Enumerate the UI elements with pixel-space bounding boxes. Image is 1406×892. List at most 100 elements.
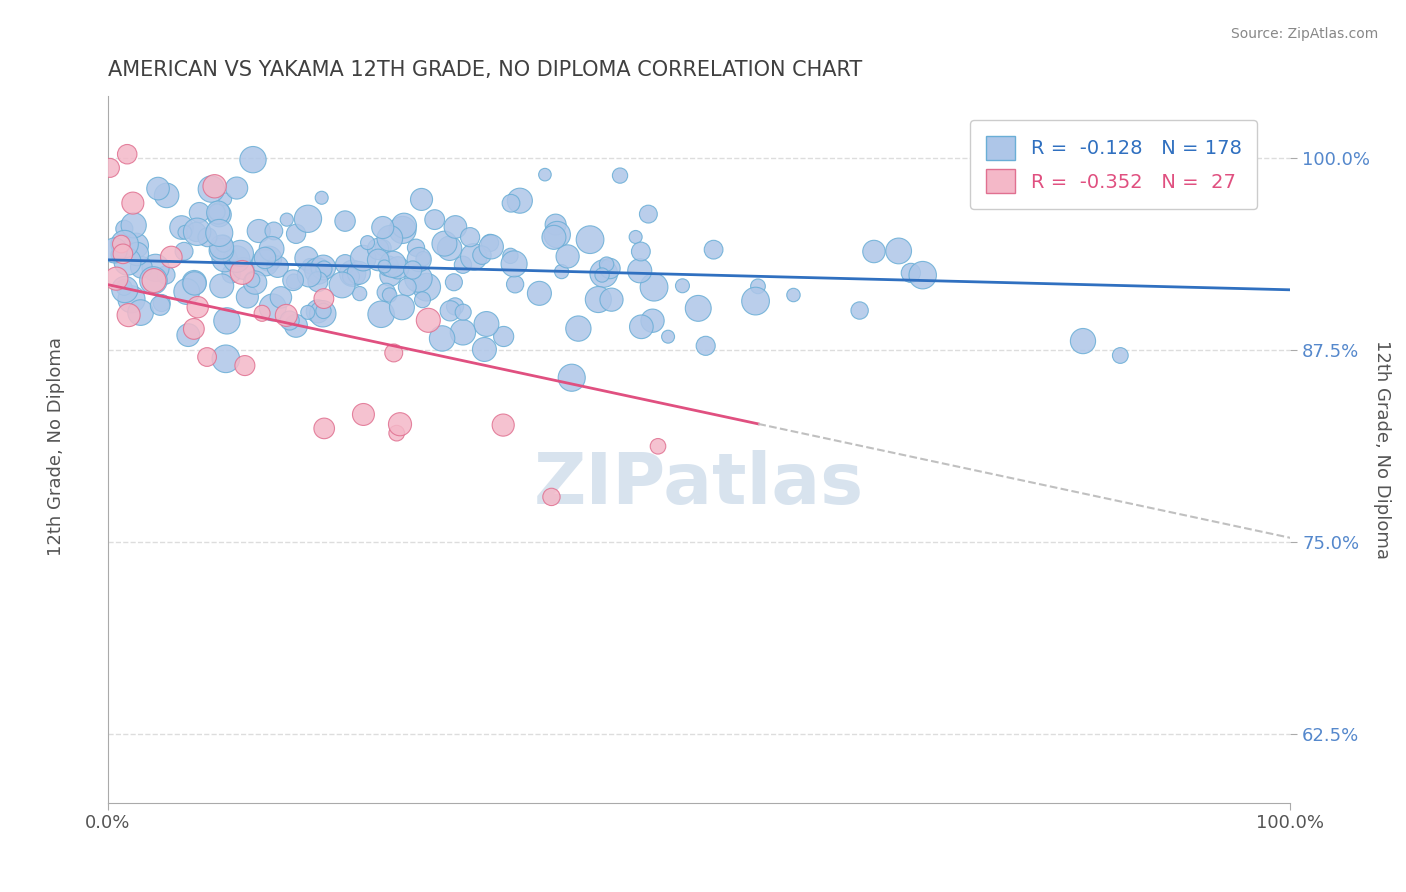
Point <box>382 346 405 360</box>
Point <box>863 244 886 259</box>
Point <box>544 218 567 232</box>
Point <box>463 250 485 264</box>
Point <box>214 192 236 206</box>
Point <box>591 268 613 282</box>
Point <box>385 426 408 441</box>
Legend: R =  -0.128   N = 178, R =  -0.352   N =  27: R = -0.128 N = 178, R = -0.352 N = 27 <box>970 120 1257 209</box>
Point <box>546 227 568 242</box>
Point <box>298 268 321 282</box>
Point <box>243 276 266 290</box>
Point <box>381 257 404 271</box>
Point <box>231 265 253 279</box>
Point <box>624 230 647 244</box>
Point <box>270 290 292 304</box>
Point <box>204 179 226 194</box>
Point <box>173 244 195 259</box>
Point <box>443 275 465 289</box>
Point <box>232 261 254 276</box>
Point <box>250 306 273 320</box>
Point <box>233 359 256 373</box>
Point <box>214 252 236 266</box>
Point <box>387 260 409 275</box>
Point <box>367 242 389 256</box>
Point <box>115 147 138 161</box>
Point <box>121 293 143 307</box>
Point <box>412 252 434 266</box>
Point <box>200 182 222 196</box>
Point <box>356 235 378 250</box>
Point <box>579 233 602 247</box>
Point <box>479 240 502 254</box>
Point <box>311 191 333 205</box>
Point <box>444 300 467 314</box>
Point <box>396 280 419 294</box>
Point <box>347 266 370 280</box>
Point <box>349 286 371 301</box>
Point <box>340 269 363 284</box>
Point <box>212 236 235 251</box>
Point <box>567 321 589 335</box>
Point <box>380 268 402 283</box>
Point <box>444 219 467 234</box>
Point <box>174 225 197 239</box>
Point <box>848 303 870 318</box>
Point <box>215 314 238 328</box>
Point <box>183 277 205 291</box>
Point <box>236 290 259 304</box>
Point <box>208 226 231 240</box>
Point <box>595 257 617 271</box>
Point <box>253 251 276 265</box>
Point <box>215 351 238 366</box>
Point <box>782 288 804 302</box>
Point <box>503 277 526 292</box>
Point <box>451 258 474 272</box>
Point <box>540 490 562 504</box>
Point <box>125 247 148 261</box>
Point <box>703 243 725 257</box>
Point <box>534 168 557 182</box>
Point <box>695 339 717 353</box>
Point <box>112 280 135 294</box>
Point <box>479 235 502 250</box>
Point <box>671 278 693 293</box>
Point <box>142 273 165 287</box>
Point <box>285 318 308 333</box>
Point <box>263 224 285 238</box>
Point <box>242 153 264 167</box>
Point <box>599 261 621 276</box>
Point <box>550 264 572 278</box>
Point <box>439 303 461 318</box>
Point <box>183 276 205 290</box>
Point <box>744 294 766 309</box>
Point <box>111 247 134 261</box>
Point <box>197 230 219 244</box>
Point <box>430 331 453 345</box>
Point <box>149 299 172 313</box>
Point <box>375 285 398 300</box>
Point <box>125 238 148 252</box>
Point <box>183 322 205 336</box>
Point <box>229 246 252 260</box>
Point <box>122 219 145 233</box>
Point <box>117 308 139 322</box>
Point <box>276 212 298 227</box>
Point <box>177 328 200 343</box>
Point <box>131 260 153 275</box>
Point <box>475 317 498 331</box>
Point <box>609 169 631 183</box>
Point <box>247 224 270 238</box>
Point <box>276 309 298 323</box>
Point <box>433 236 456 251</box>
Point <box>588 293 610 307</box>
Point <box>187 300 209 314</box>
Point <box>312 260 335 275</box>
Point <box>283 275 305 289</box>
Point <box>262 301 284 315</box>
Point <box>205 205 228 219</box>
Text: ZIPatlas: ZIPatlas <box>534 450 865 519</box>
Point <box>330 277 353 292</box>
Point <box>391 300 413 314</box>
Point <box>207 205 229 219</box>
Point <box>281 273 304 287</box>
Point <box>314 421 336 435</box>
